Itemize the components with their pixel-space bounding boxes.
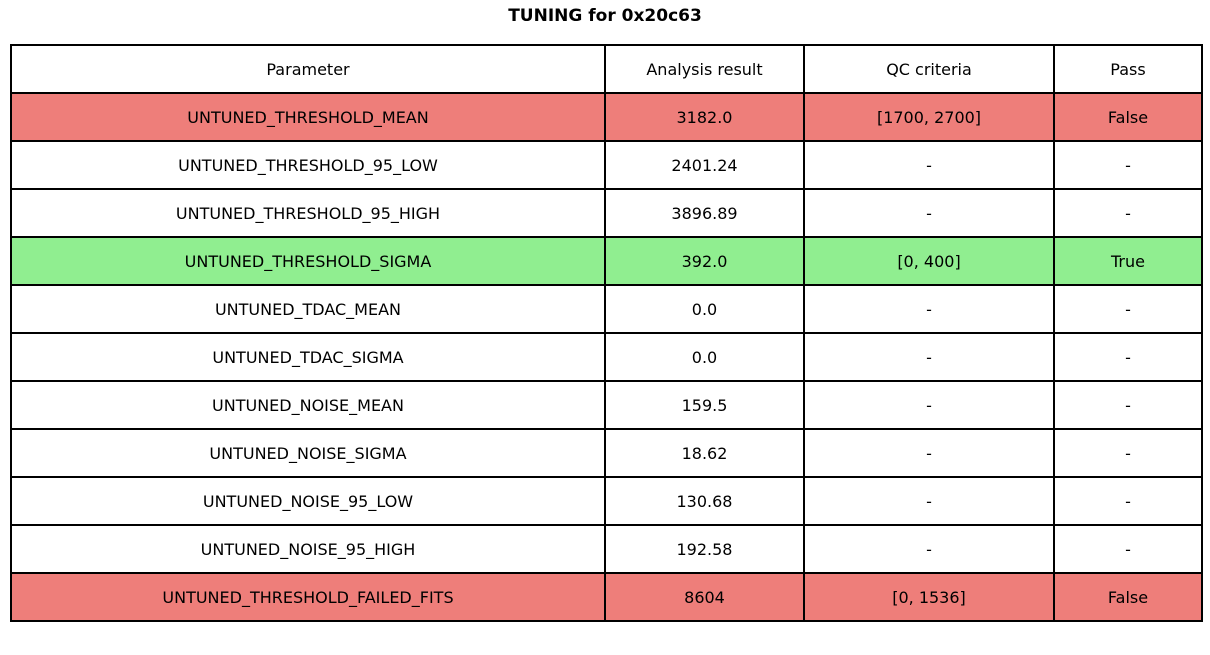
cell-qc-criteria: - (803, 476, 1055, 526)
cell-pass: - (1053, 476, 1203, 526)
table-row: UNTUNED_THRESHOLD_95_LOW 2401.24 - - (10, 140, 1203, 190)
cell-parameter: UNTUNED_NOISE_MEAN (10, 380, 606, 430)
table-row: UNTUNED_NOISE_SIGMA 18.62 - - (10, 428, 1203, 478)
cell-pass: True (1053, 236, 1203, 286)
cell-qc-criteria: - (803, 188, 1055, 238)
cell-parameter: UNTUNED_THRESHOLD_MEAN (10, 92, 606, 142)
cell-qc-criteria: [0, 1536] (803, 572, 1055, 622)
cell-pass: - (1053, 428, 1203, 478)
table-row: UNTUNED_TDAC_MEAN 0.0 - - (10, 284, 1203, 334)
cell-pass: - (1053, 140, 1203, 190)
cell-analysis-result: 8604 (604, 572, 805, 622)
qc-results-table: Parameter Analysis result QC criteria Pa… (10, 44, 1203, 622)
cell-parameter: UNTUNED_TDAC_MEAN (10, 284, 606, 334)
cell-qc-criteria: - (803, 140, 1055, 190)
header-qc-criteria: QC criteria (803, 44, 1055, 94)
table-row: UNTUNED_THRESHOLD_FAILED_FITS 8604 [0, 1… (10, 572, 1203, 622)
table-row: UNTUNED_THRESHOLD_MEAN 3182.0 [1700, 270… (10, 92, 1203, 142)
table-row: UNTUNED_TDAC_SIGMA 0.0 - - (10, 332, 1203, 382)
cell-parameter: UNTUNED_NOISE_95_LOW (10, 476, 606, 526)
cell-qc-criteria: [0, 400] (803, 236, 1055, 286)
cell-qc-criteria: - (803, 332, 1055, 382)
cell-analysis-result: 130.68 (604, 476, 805, 526)
cell-pass: - (1053, 380, 1203, 430)
cell-analysis-result: 159.5 (604, 380, 805, 430)
cell-pass: - (1053, 284, 1203, 334)
table-row: UNTUNED_NOISE_MEAN 159.5 - - (10, 380, 1203, 430)
header-parameter: Parameter (10, 44, 606, 94)
cell-pass: - (1053, 188, 1203, 238)
cell-analysis-result: 0.0 (604, 332, 805, 382)
cell-parameter: UNTUNED_NOISE_95_HIGH (10, 524, 606, 574)
header-pass: Pass (1053, 44, 1203, 94)
header-analysis-result: Analysis result (604, 44, 805, 94)
table-header: Parameter Analysis result QC criteria Pa… (10, 44, 1203, 94)
table-row: UNTUNED_NOISE_95_LOW 130.68 - - (10, 476, 1203, 526)
table-row: UNTUNED_NOISE_95_HIGH 192.58 - - (10, 524, 1203, 574)
cell-parameter: UNTUNED_NOISE_SIGMA (10, 428, 606, 478)
table-row: UNTUNED_THRESHOLD_SIGMA 392.0 [0, 400] T… (10, 236, 1203, 286)
cell-parameter: UNTUNED_THRESHOLD_SIGMA (10, 236, 606, 286)
cell-analysis-result: 3182.0 (604, 92, 805, 142)
cell-pass: - (1053, 332, 1203, 382)
figure-title: TUNING for 0x20c63 (508, 6, 702, 26)
cell-pass: False (1053, 92, 1203, 142)
cell-pass: - (1053, 524, 1203, 574)
cell-analysis-result: 392.0 (604, 236, 805, 286)
cell-pass: False (1053, 572, 1203, 622)
cell-analysis-result: 18.62 (604, 428, 805, 478)
cell-qc-criteria: - (803, 428, 1055, 478)
header-row: Parameter Analysis result QC criteria Pa… (10, 44, 1203, 94)
cell-analysis-result: 2401.24 (604, 140, 805, 190)
cell-qc-criteria: - (803, 380, 1055, 430)
cell-analysis-result: 3896.89 (604, 188, 805, 238)
cell-parameter: UNTUNED_THRESHOLD_FAILED_FITS (10, 572, 606, 622)
cell-qc-criteria: - (803, 524, 1055, 574)
cell-analysis-result: 192.58 (604, 524, 805, 574)
cell-qc-criteria: - (803, 284, 1055, 334)
cell-qc-criteria: [1700, 2700] (803, 92, 1055, 142)
cell-parameter: UNTUNED_TDAC_SIGMA (10, 332, 606, 382)
cell-analysis-result: 0.0 (604, 284, 805, 334)
table-body: UNTUNED_THRESHOLD_MEAN 3182.0 [1700, 270… (10, 92, 1203, 622)
cell-parameter: UNTUNED_THRESHOLD_95_HIGH (10, 188, 606, 238)
cell-parameter: UNTUNED_THRESHOLD_95_LOW (10, 140, 606, 190)
table-row: UNTUNED_THRESHOLD_95_HIGH 3896.89 - - (10, 188, 1203, 238)
